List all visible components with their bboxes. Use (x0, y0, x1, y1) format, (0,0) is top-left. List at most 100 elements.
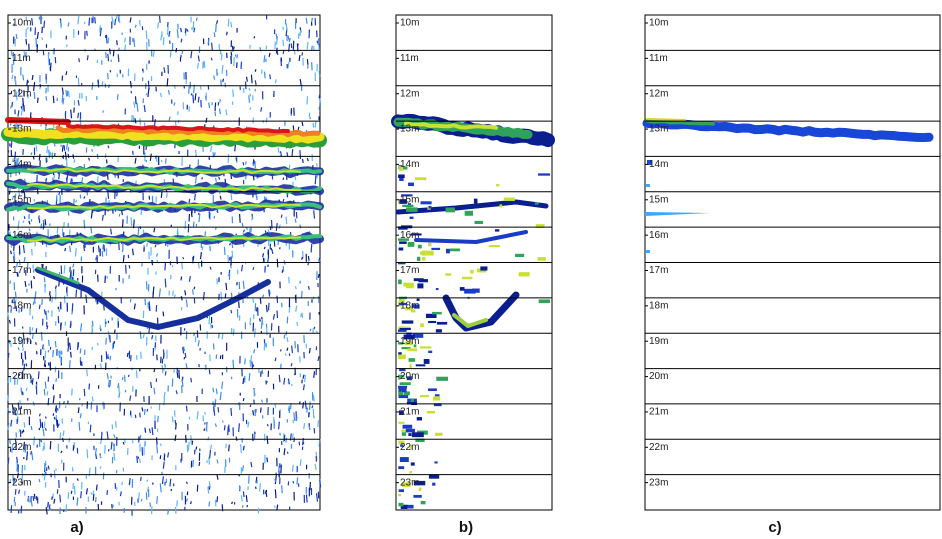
echo-blob (445, 207, 455, 213)
echo-speck (252, 267, 255, 271)
echo-speck (131, 248, 134, 256)
echo-band (36, 266, 80, 285)
echo-speck (151, 427, 154, 436)
echo-speck (268, 289, 271, 297)
echo-speck (274, 476, 277, 485)
echo-speck (308, 425, 311, 430)
echo-speck (116, 317, 119, 325)
echo-speck (306, 407, 309, 413)
echo-speck (209, 323, 212, 329)
echo-speck (21, 391, 24, 394)
echo-speck (67, 90, 70, 98)
echo-speck (213, 406, 216, 416)
echo-speck (274, 357, 277, 362)
echo-speck (52, 349, 55, 358)
echo-blob (398, 387, 407, 393)
echo-speck (184, 352, 187, 358)
depth-label: 13m (649, 124, 668, 135)
echo-speck (307, 286, 310, 290)
echo-speck (286, 336, 289, 343)
echo-speck (106, 275, 109, 279)
echo-blob (403, 282, 414, 287)
echo-speck (85, 488, 88, 495)
echo-speck (47, 465, 50, 470)
echo-speck (8, 319, 11, 324)
echo-blob (410, 462, 415, 466)
echogram-panel: 10m 11m 12m 13m 14m 15m 16m 17m 18m 19m 20m 21m 22m 2… (642, 14, 941, 536)
echo-speck (38, 413, 41, 417)
echo-blob (399, 368, 406, 372)
echo-speck (12, 158, 14, 163)
echo-speck (263, 342, 266, 351)
echo-speck (113, 434, 116, 438)
echo-speck (57, 423, 60, 427)
echo-speck (197, 340, 200, 347)
echo-speck (105, 351, 108, 360)
echo-speck (145, 281, 148, 290)
echo-blob (407, 241, 415, 247)
echo-speck (274, 489, 277, 499)
echo-speck (20, 505, 23, 514)
echo-speck (133, 101, 136, 108)
echo-blob (401, 432, 407, 436)
echo-speck (104, 444, 106, 454)
echo-band (27, 236, 301, 242)
echo-speck (78, 421, 81, 431)
echo-blob (462, 276, 473, 280)
echo-blob (432, 396, 441, 401)
echo-speck (299, 459, 302, 467)
echo-speck (230, 309, 233, 314)
echo-speck (312, 394, 315, 402)
echo-blob (494, 229, 500, 232)
echo-speck (253, 431, 256, 435)
echo-speck (221, 333, 224, 340)
echo-speck (111, 16, 114, 25)
echo-speck (153, 119, 157, 127)
echo-blob (428, 242, 432, 247)
echo-speck (319, 98, 322, 106)
echo-speck (221, 65, 224, 74)
echo-speck (263, 246, 266, 250)
echo-blob (408, 433, 412, 436)
echo-blob (399, 176, 404, 181)
echo-blob (398, 329, 407, 332)
echo-speck (216, 459, 219, 464)
echo-speck (77, 15, 80, 25)
echo-speck (134, 24, 137, 28)
echo-speck (146, 479, 149, 482)
echogram-panel: 10m 11m 12m 13m 14m 15m 16m 17m 18m 19m 20m 21m 22m 2… (391, 14, 555, 536)
echo-blob (421, 250, 434, 256)
echo-speck (282, 177, 285, 181)
echo-speck (292, 480, 295, 484)
echo-speck (42, 222, 45, 230)
echo-blob (422, 256, 426, 261)
echo-band (442, 291, 520, 332)
echo-speck (134, 96, 137, 105)
echo-speck (67, 153, 70, 159)
echo-speck (306, 42, 309, 50)
echo-speck (17, 271, 20, 277)
echo-speck (303, 374, 306, 383)
echo-speck (147, 80, 150, 90)
echo-speck (88, 17, 91, 26)
echo-speck (260, 107, 263, 112)
echo-speck (22, 74, 25, 81)
echo-speck (60, 450, 63, 454)
echo-speck (201, 246, 204, 251)
echo-blob (464, 288, 476, 294)
echo-speck (101, 214, 104, 221)
echo-speck (11, 74, 14, 80)
echo-speck (165, 193, 168, 198)
echo-speck (153, 227, 156, 233)
echo-speck (232, 328, 235, 336)
echo-band (66, 123, 290, 134)
depth-label: 20m (649, 371, 668, 382)
echo-speck (45, 96, 48, 101)
echo-speck (164, 278, 167, 288)
echo-speck (41, 37, 44, 41)
depth-label: 15m (400, 194, 419, 205)
echo-speck (33, 82, 36, 91)
echo-speck (299, 150, 302, 160)
echo-speck (18, 429, 21, 433)
echo-speck (148, 302, 151, 308)
